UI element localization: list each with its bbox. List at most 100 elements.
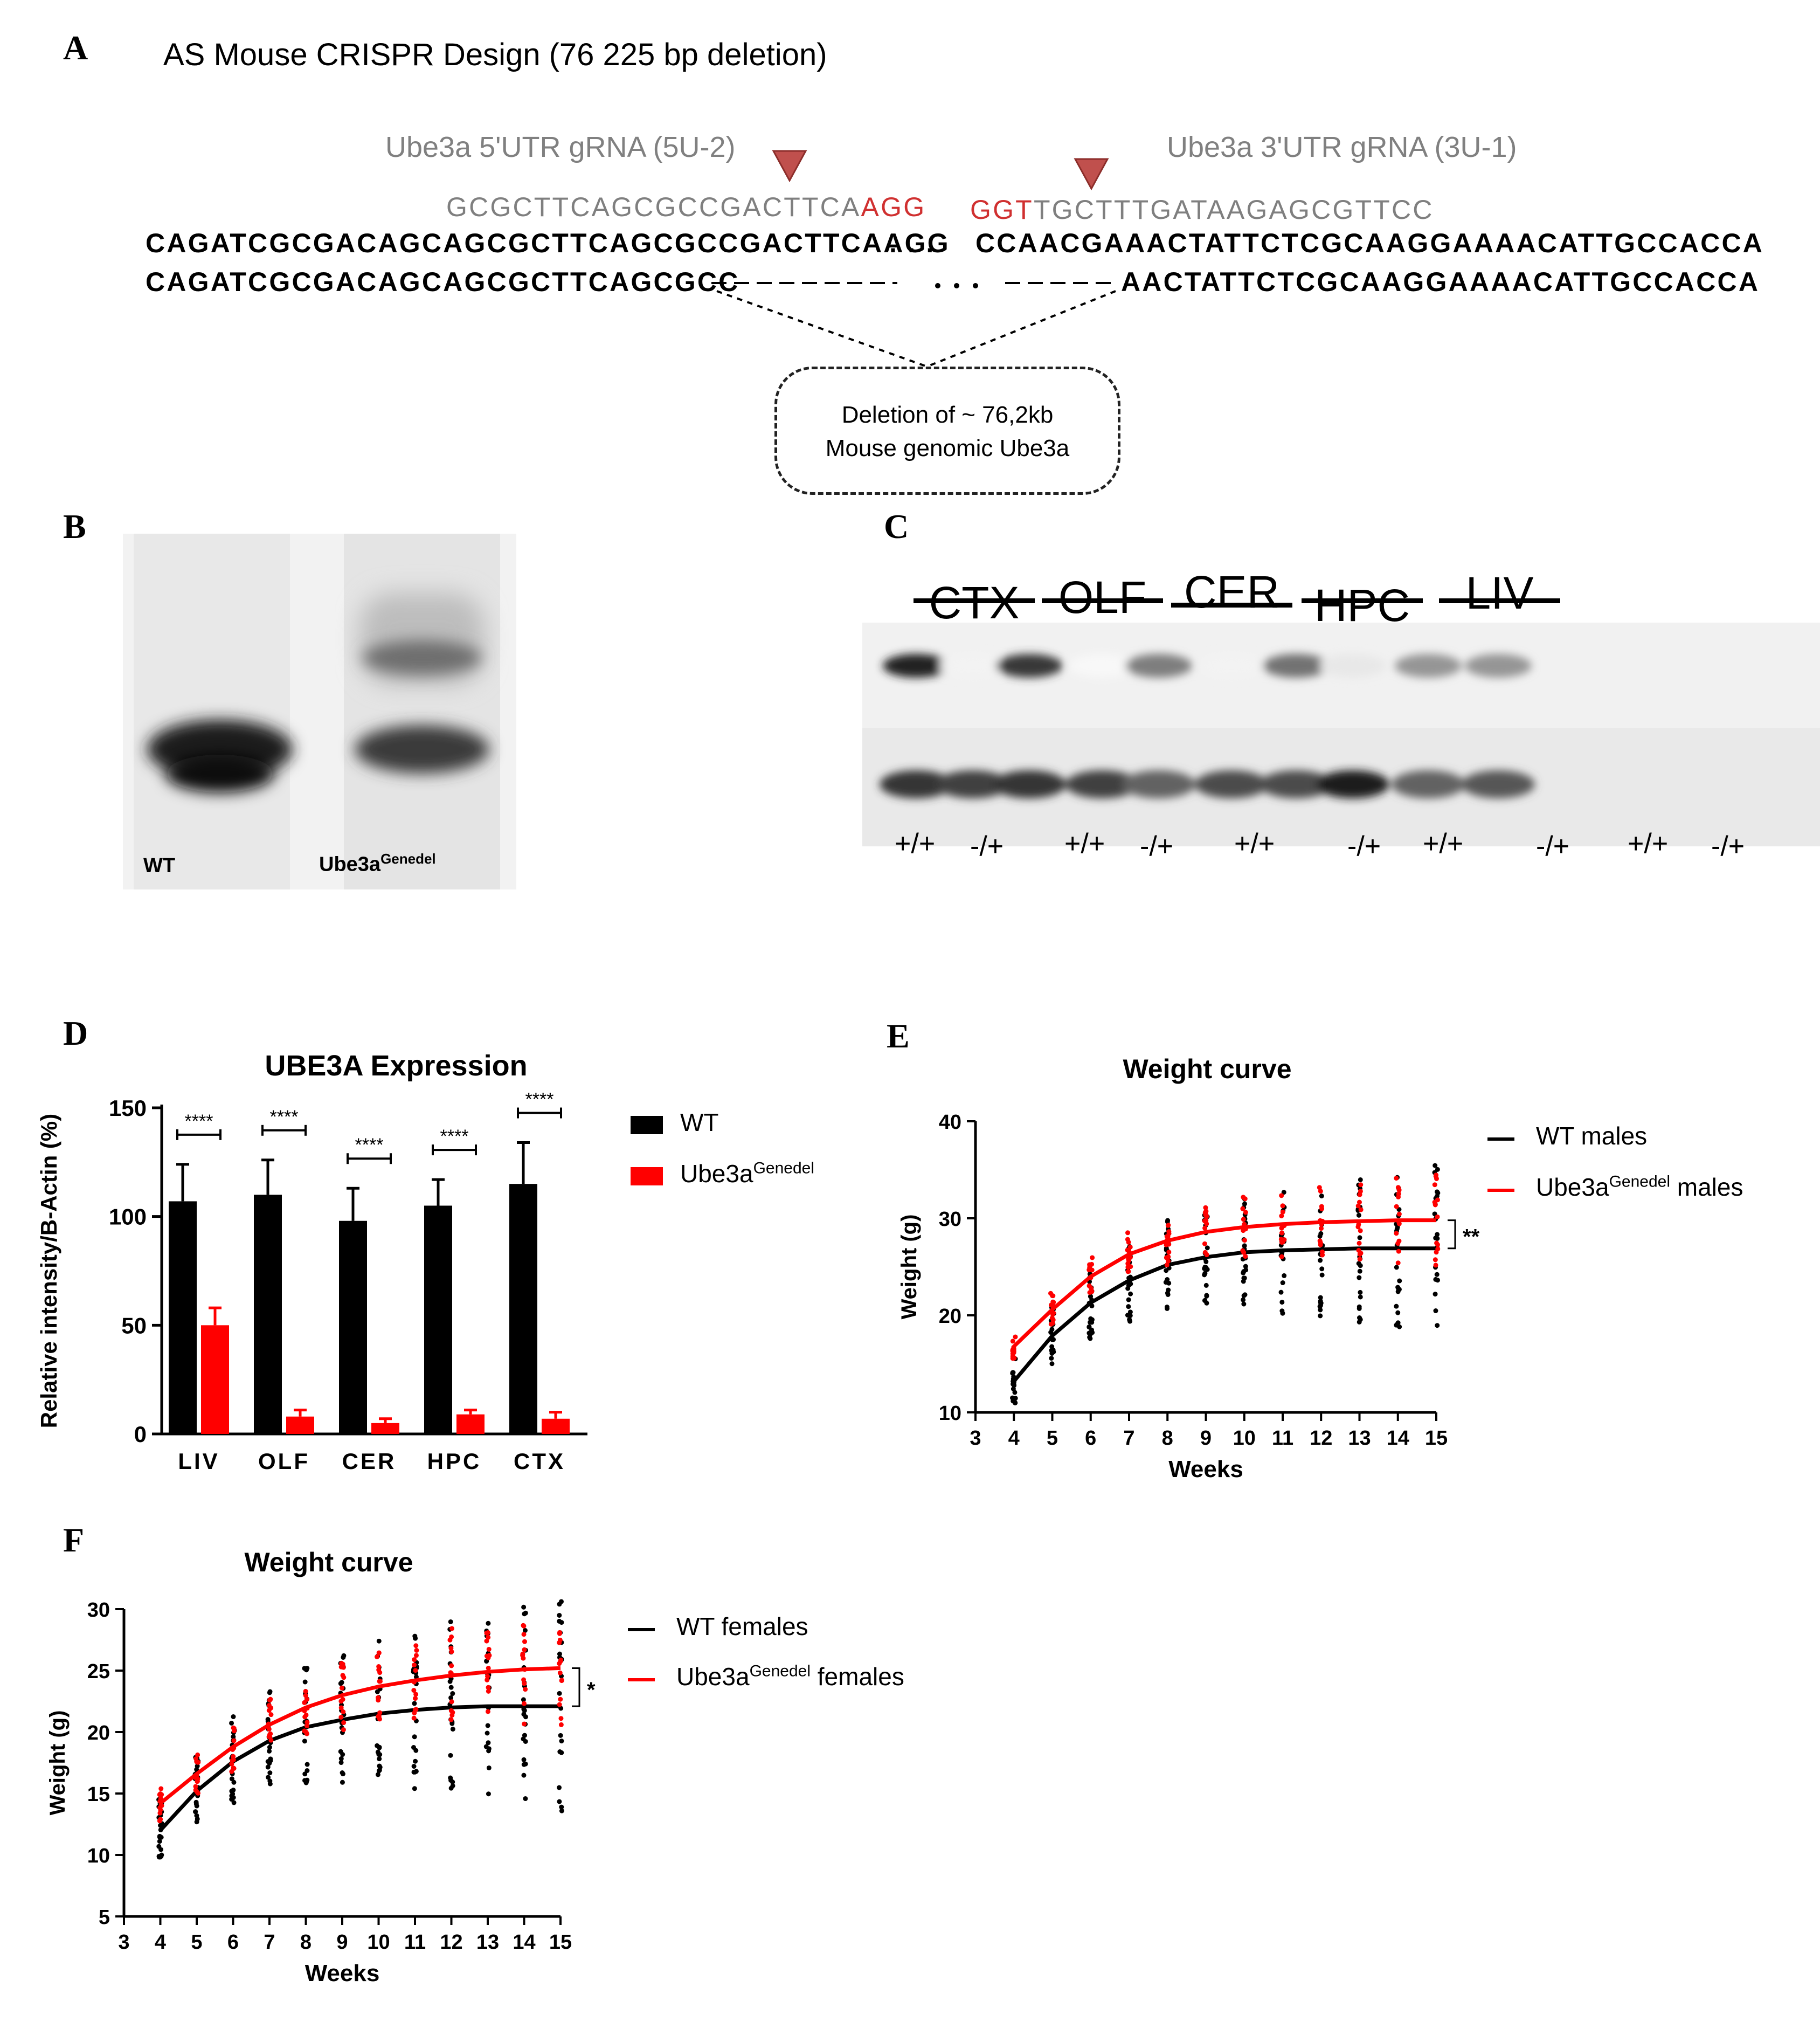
chart-f-point <box>304 1723 309 1729</box>
chart-f-point <box>521 1757 527 1762</box>
chart-f-point <box>448 1708 454 1713</box>
grna-3-sequence: GGTTGCTTTGATAAGAGCGTTCC <box>970 195 1434 225</box>
chart-e-point <box>1127 1317 1132 1322</box>
legend-e-swatch <box>1487 1189 1514 1192</box>
chart-e-point <box>1279 1230 1285 1236</box>
legend-f-label: Ube3aGenedel females <box>676 1662 904 1691</box>
chart-e-point <box>1165 1306 1170 1311</box>
chart-d-bar-olf-wt <box>254 1195 282 1434</box>
chart-d-title: UBE3A Expression <box>265 1050 527 1082</box>
pcr-gel-image <box>123 534 516 889</box>
chart-e-point <box>1434 1250 1439 1255</box>
chart-f-point <box>486 1740 491 1746</box>
chart-f-ytick-label: 30 <box>87 1599 110 1622</box>
chart-e-point <box>1011 1347 1016 1352</box>
chart-f-point <box>376 1650 382 1656</box>
ube3a-band <box>883 654 950 678</box>
chart-e-xtick-label: 12 <box>1310 1427 1332 1450</box>
actin-band <box>1462 770 1535 798</box>
chart-e-xtick-label: 4 <box>1008 1427 1020 1450</box>
ube3a-expression-chart: UBE3A Expression 0 50 100 150 Relative intens… <box>36 1050 587 1474</box>
chart-e-point <box>1126 1258 1131 1264</box>
chart-f-xtick-label: 11 <box>404 1931 426 1954</box>
chart-e-point <box>1088 1294 1094 1299</box>
chart-e-point <box>1434 1272 1440 1277</box>
chart-f-point <box>522 1647 527 1652</box>
chart-f-point <box>341 1665 346 1670</box>
blot-bar-olf <box>1042 598 1163 603</box>
grna-3-pam: GGT <box>970 195 1034 225</box>
chart-f-point <box>377 1763 382 1769</box>
chart-e-point <box>1280 1209 1285 1215</box>
chart-e-point <box>1243 1210 1248 1215</box>
chart-f-title: Weight curve <box>244 1547 413 1577</box>
chart-f-point <box>340 1771 345 1777</box>
chart-f-point <box>230 1791 236 1797</box>
genotype-label: -/+ <box>1140 831 1174 862</box>
chart-f-point <box>338 1681 343 1686</box>
chart-e-point <box>1395 1241 1401 1246</box>
chart-f-point <box>341 1675 347 1680</box>
chart-f-point <box>195 1763 200 1769</box>
chart-e-point <box>1013 1400 1018 1405</box>
chart-f-point <box>302 1771 308 1777</box>
chart-f-point <box>195 1779 200 1784</box>
chart-f-point <box>267 1778 273 1784</box>
chart-e-point <box>1050 1299 1056 1305</box>
chart-f-point <box>338 1715 344 1720</box>
chart-f-point <box>267 1748 272 1754</box>
chart-f-point <box>486 1688 491 1694</box>
chart-f-point <box>303 1729 309 1735</box>
chart-e-xtick-label: 15 <box>1425 1427 1448 1450</box>
chart-e-point <box>1319 1206 1325 1211</box>
deleted-sequence-left: CAGATCGCGACAGCAGCGCTTCAGCGCC <box>146 267 740 297</box>
chart-e-point <box>1202 1271 1208 1276</box>
chart-f-point <box>521 1656 526 1661</box>
chart-f-point <box>412 1786 417 1791</box>
chart-e-point <box>1165 1277 1170 1282</box>
panel-e-letter: E <box>887 1017 910 1055</box>
chart-e-point <box>1358 1317 1363 1322</box>
ube3a-band <box>1395 654 1462 678</box>
chart-f-point <box>268 1737 274 1743</box>
genotype-label: +/+ <box>895 828 936 859</box>
chart-f-point <box>523 1610 528 1616</box>
chart-e-xtick-label: 9 <box>1200 1427 1212 1450</box>
chart-e-point <box>1279 1308 1285 1314</box>
blot-tissue-cer: CER <box>1184 567 1280 617</box>
legend-e-label: WT males <box>1536 1122 1648 1150</box>
chart-f-point <box>231 1738 237 1743</box>
ube3a-band <box>1125 654 1192 678</box>
chart-e-point <box>1355 1203 1361 1209</box>
chart-e-point <box>1357 1257 1362 1262</box>
chart-f-point <box>305 1720 310 1725</box>
chart-f-point <box>158 1817 163 1822</box>
chart-f-point <box>267 1690 272 1695</box>
chart-e-point <box>1394 1176 1399 1181</box>
chart-f-point <box>376 1638 382 1644</box>
chart-f-point <box>411 1688 417 1693</box>
chart-f-point <box>412 1657 417 1663</box>
chart-e-point <box>1396 1188 1402 1193</box>
chart-f-point <box>448 1717 454 1722</box>
blot-tissue-hpc: HPC <box>1314 580 1410 631</box>
chart-f-point <box>557 1612 562 1618</box>
chart-f-ytick-label: 25 <box>87 1660 110 1683</box>
chart-e-point <box>1357 1240 1362 1246</box>
chart-d-bar-liv-genedel <box>201 1325 229 1434</box>
chart-e-point <box>1166 1280 1172 1286</box>
chart-f-point <box>557 1630 562 1635</box>
legend-f-swatch <box>628 1628 655 1631</box>
chart-f-point <box>558 1722 564 1727</box>
chart-e-point <box>1318 1231 1324 1236</box>
cut-site-marker-5 <box>772 150 807 183</box>
chart-e-significance: ** <box>1463 1225 1480 1249</box>
chart-f-point <box>157 1839 162 1844</box>
chart-e-point <box>1166 1254 1171 1259</box>
blot-bar-cer <box>1171 603 1292 608</box>
chart-e-point <box>1435 1194 1440 1199</box>
chart-e-ytick-label: 30 <box>939 1208 961 1231</box>
chart-f-point <box>268 1756 273 1762</box>
chart-e-point <box>1012 1396 1018 1402</box>
chart-f-point <box>229 1776 234 1782</box>
